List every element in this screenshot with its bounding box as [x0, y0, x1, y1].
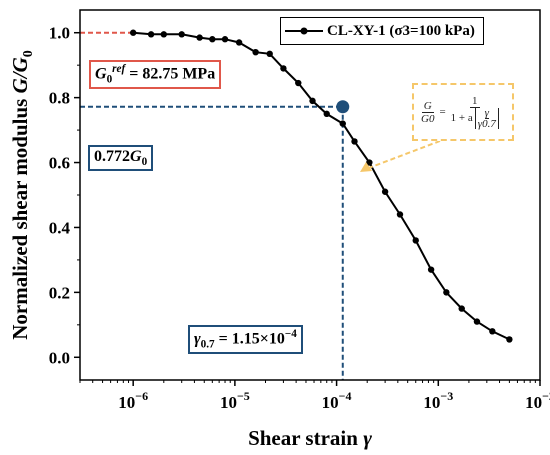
data-point	[443, 289, 450, 296]
x-tick-label: 10−5	[220, 389, 250, 412]
data-point	[221, 36, 229, 43]
y-tick-label: 0.6	[49, 154, 70, 173]
data-point	[209, 36, 216, 43]
highlight-point	[336, 100, 350, 114]
data-point	[129, 29, 137, 36]
data-point	[295, 79, 302, 87]
formula-callout: G G0 = 1 1 + a γ γ0.7	[412, 83, 514, 141]
data-point	[147, 31, 155, 38]
data-point	[506, 336, 513, 343]
data-point	[178, 31, 185, 38]
data-point	[458, 305, 465, 312]
data-point	[489, 328, 496, 335]
data-point	[473, 318, 481, 325]
y-tick-label: 0.0	[49, 348, 70, 367]
y-tick-label: 0.4	[49, 218, 71, 237]
data-point	[266, 50, 273, 58]
callout-arrowhead	[360, 162, 372, 172]
data-point	[366, 159, 373, 166]
data-point	[323, 110, 330, 118]
data-point	[309, 97, 316, 105]
y-tick-label: 0.8	[49, 89, 70, 108]
x-axis-label: Shear strain γ	[248, 426, 372, 450]
g0ref-annotation: G0ref = 82.75 MPa	[89, 60, 222, 89]
data-point	[427, 266, 435, 273]
x-tick-label: 10−4	[322, 389, 352, 412]
legend-marker-icon	[285, 27, 323, 35]
data-point	[351, 138, 358, 145]
data-point	[381, 188, 389, 195]
formula-lhs: G G0	[421, 99, 435, 125]
data-point	[280, 65, 287, 72]
callout-arrow	[365, 140, 441, 170]
data-point	[235, 39, 243, 46]
formula-rhs: 1 1 + a γ γ0.7	[449, 95, 501, 130]
legend: CL-XY-1 (σ3=100 kPa)	[280, 17, 484, 45]
data-point	[196, 34, 203, 41]
y-tick-label: 0.2	[49, 283, 70, 302]
y-tick-label: 1.0	[49, 24, 70, 43]
data-point	[160, 31, 167, 38]
modulus-ratio-annotation: 0.772G0	[88, 145, 154, 172]
plot-frame	[79, 9, 541, 381]
x-tick-label: 10−2	[525, 389, 550, 412]
data-point	[339, 120, 346, 127]
reference-strain-annotation: γ0.7 = 1.15×10−4	[188, 325, 303, 354]
data-point	[252, 48, 259, 56]
x-tick-label: 10−3	[423, 389, 453, 412]
x-tick-label: 10−6	[118, 389, 148, 412]
data-point	[412, 237, 419, 244]
y-axis-label: Normalized shear modulus G/G0	[8, 50, 36, 340]
legend-label: CL-XY-1 (σ3=100 kPa)	[327, 22, 475, 39]
data-point	[396, 211, 404, 218]
